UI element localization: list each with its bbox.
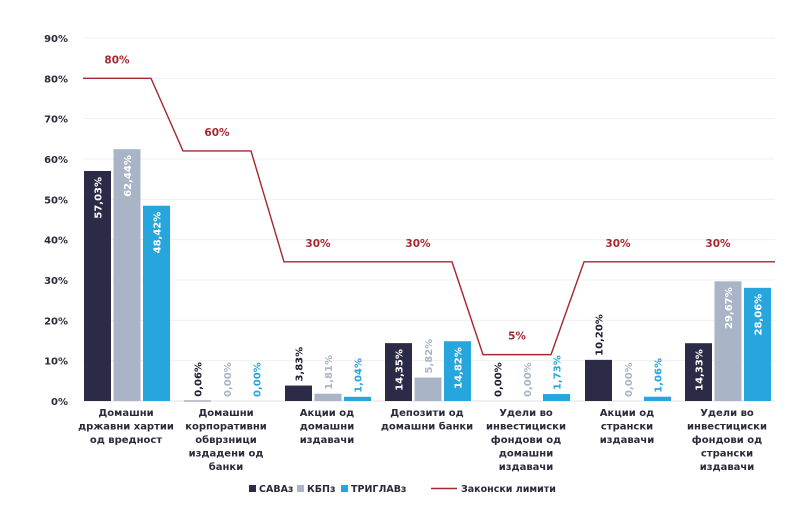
category-label: издавачи <box>600 435 655 446</box>
data-label: 3,83% <box>295 347 306 382</box>
category-label: фондови од <box>692 434 762 446</box>
bar-ТРИГЛАВз <box>344 396 371 401</box>
data-label: 57,03% <box>94 177 105 219</box>
y-tick-label: 50% <box>44 195 68 206</box>
bar-КБПз <box>113 149 141 401</box>
data-label: 0,00% <box>253 362 264 397</box>
bar-САВАз <box>184 400 211 402</box>
limit-label: 30% <box>605 238 631 250</box>
data-label: 5,82% <box>424 339 435 374</box>
category-label: домашни <box>300 422 354 433</box>
category-label: Депозити од <box>390 408 464 419</box>
data-label: 0,06% <box>194 362 205 397</box>
data-label: 14,35% <box>395 349 406 391</box>
limit-line <box>83 77 775 356</box>
data-label: 0,00% <box>523 362 534 397</box>
category-label: странски <box>601 422 653 433</box>
bar-САВАз <box>84 170 111 401</box>
data-label: 14,82% <box>454 347 465 389</box>
legend-swatch-ТРИГЛАВз <box>341 485 348 492</box>
bar-КБПз <box>414 377 442 401</box>
y-tick-label: 0% <box>51 397 68 408</box>
bar-ТРИГЛАВз <box>744 287 771 401</box>
bar-ТРИГЛАВз <box>543 394 570 401</box>
legend-swatch-САВАз <box>249 485 256 492</box>
limit-label: 5% <box>508 331 526 343</box>
category-label: издадени од <box>189 449 264 460</box>
category-label: инвестициски <box>486 422 566 433</box>
category-label: издавачи <box>300 435 355 446</box>
limit-label: 30% <box>305 238 331 250</box>
legend-label: КБПз <box>307 484 335 495</box>
category-label: Акции од <box>600 408 654 419</box>
data-label: 62,44% <box>123 155 134 197</box>
category-label: Удели во <box>499 408 553 419</box>
category-label: обврзници <box>195 434 256 446</box>
data-label: 1,81% <box>324 355 335 390</box>
data-label: 1,06% <box>654 358 665 393</box>
category-label: издавачи <box>499 462 554 473</box>
category-label: домашни <box>499 449 553 460</box>
data-label: 29,67% <box>724 287 735 329</box>
category-label: од вредност <box>90 435 162 446</box>
data-label: 1,73% <box>553 355 564 390</box>
y-tick-label: 90% <box>44 34 68 45</box>
data-label: 0,00% <box>223 362 234 397</box>
y-tick-label: 10% <box>44 357 68 368</box>
data-label: 10,20% <box>595 314 606 356</box>
category-label: Акции од <box>300 408 354 419</box>
category-label: инвестициски <box>687 422 767 433</box>
bar-САВАз <box>285 385 312 401</box>
bar-САВАз <box>685 343 712 401</box>
y-tick-label: 20% <box>44 316 68 327</box>
bar-САВАз <box>585 359 612 401</box>
category-label: фондови од <box>491 434 561 446</box>
category-label: Удели во <box>700 408 754 419</box>
bar-ТРИГЛАВз <box>644 396 671 401</box>
data-label: 48,42% <box>153 212 164 254</box>
data-label: 28,06% <box>754 294 765 336</box>
limit-label: 30% <box>705 238 731 250</box>
category-label: корпоративни <box>185 422 267 433</box>
legend-label: ТРИГЛАВз <box>351 484 406 495</box>
data-label: 14,33% <box>695 349 706 391</box>
category-label: Домашни <box>198 408 253 419</box>
limit-label: 80% <box>104 54 130 66</box>
category-label: домашни банки <box>381 421 473 433</box>
y-tick-label: 40% <box>44 236 68 247</box>
y-tick-label: 30% <box>44 276 68 287</box>
limit-label: 30% <box>405 238 431 250</box>
bar-САВАз <box>385 343 412 401</box>
data-label: 0,00% <box>624 362 635 397</box>
limit-label: 60% <box>204 127 230 139</box>
category-label: државни хартии <box>78 422 174 433</box>
y-tick-label: 60% <box>44 155 68 166</box>
legend-label: САВАз <box>259 484 293 495</box>
legend-label: Законски лимити <box>461 484 556 495</box>
bar-КБПз <box>714 281 742 401</box>
legend-swatch-КБПз <box>297 485 304 492</box>
bar-ТРИГЛАВз <box>143 205 170 401</box>
category-label: странски <box>701 449 753 460</box>
data-label: 1,04% <box>354 358 365 393</box>
category-label: Домашни <box>98 408 153 419</box>
category-label: издавачи <box>700 462 755 473</box>
category-label: банки <box>209 461 243 473</box>
bar-КБПз <box>314 393 342 401</box>
data-label: 0,00% <box>494 362 505 397</box>
y-tick-label: 70% <box>44 115 68 126</box>
y-tick-label: 80% <box>44 74 68 85</box>
bar-ТРИГЛАВз <box>444 341 471 401</box>
